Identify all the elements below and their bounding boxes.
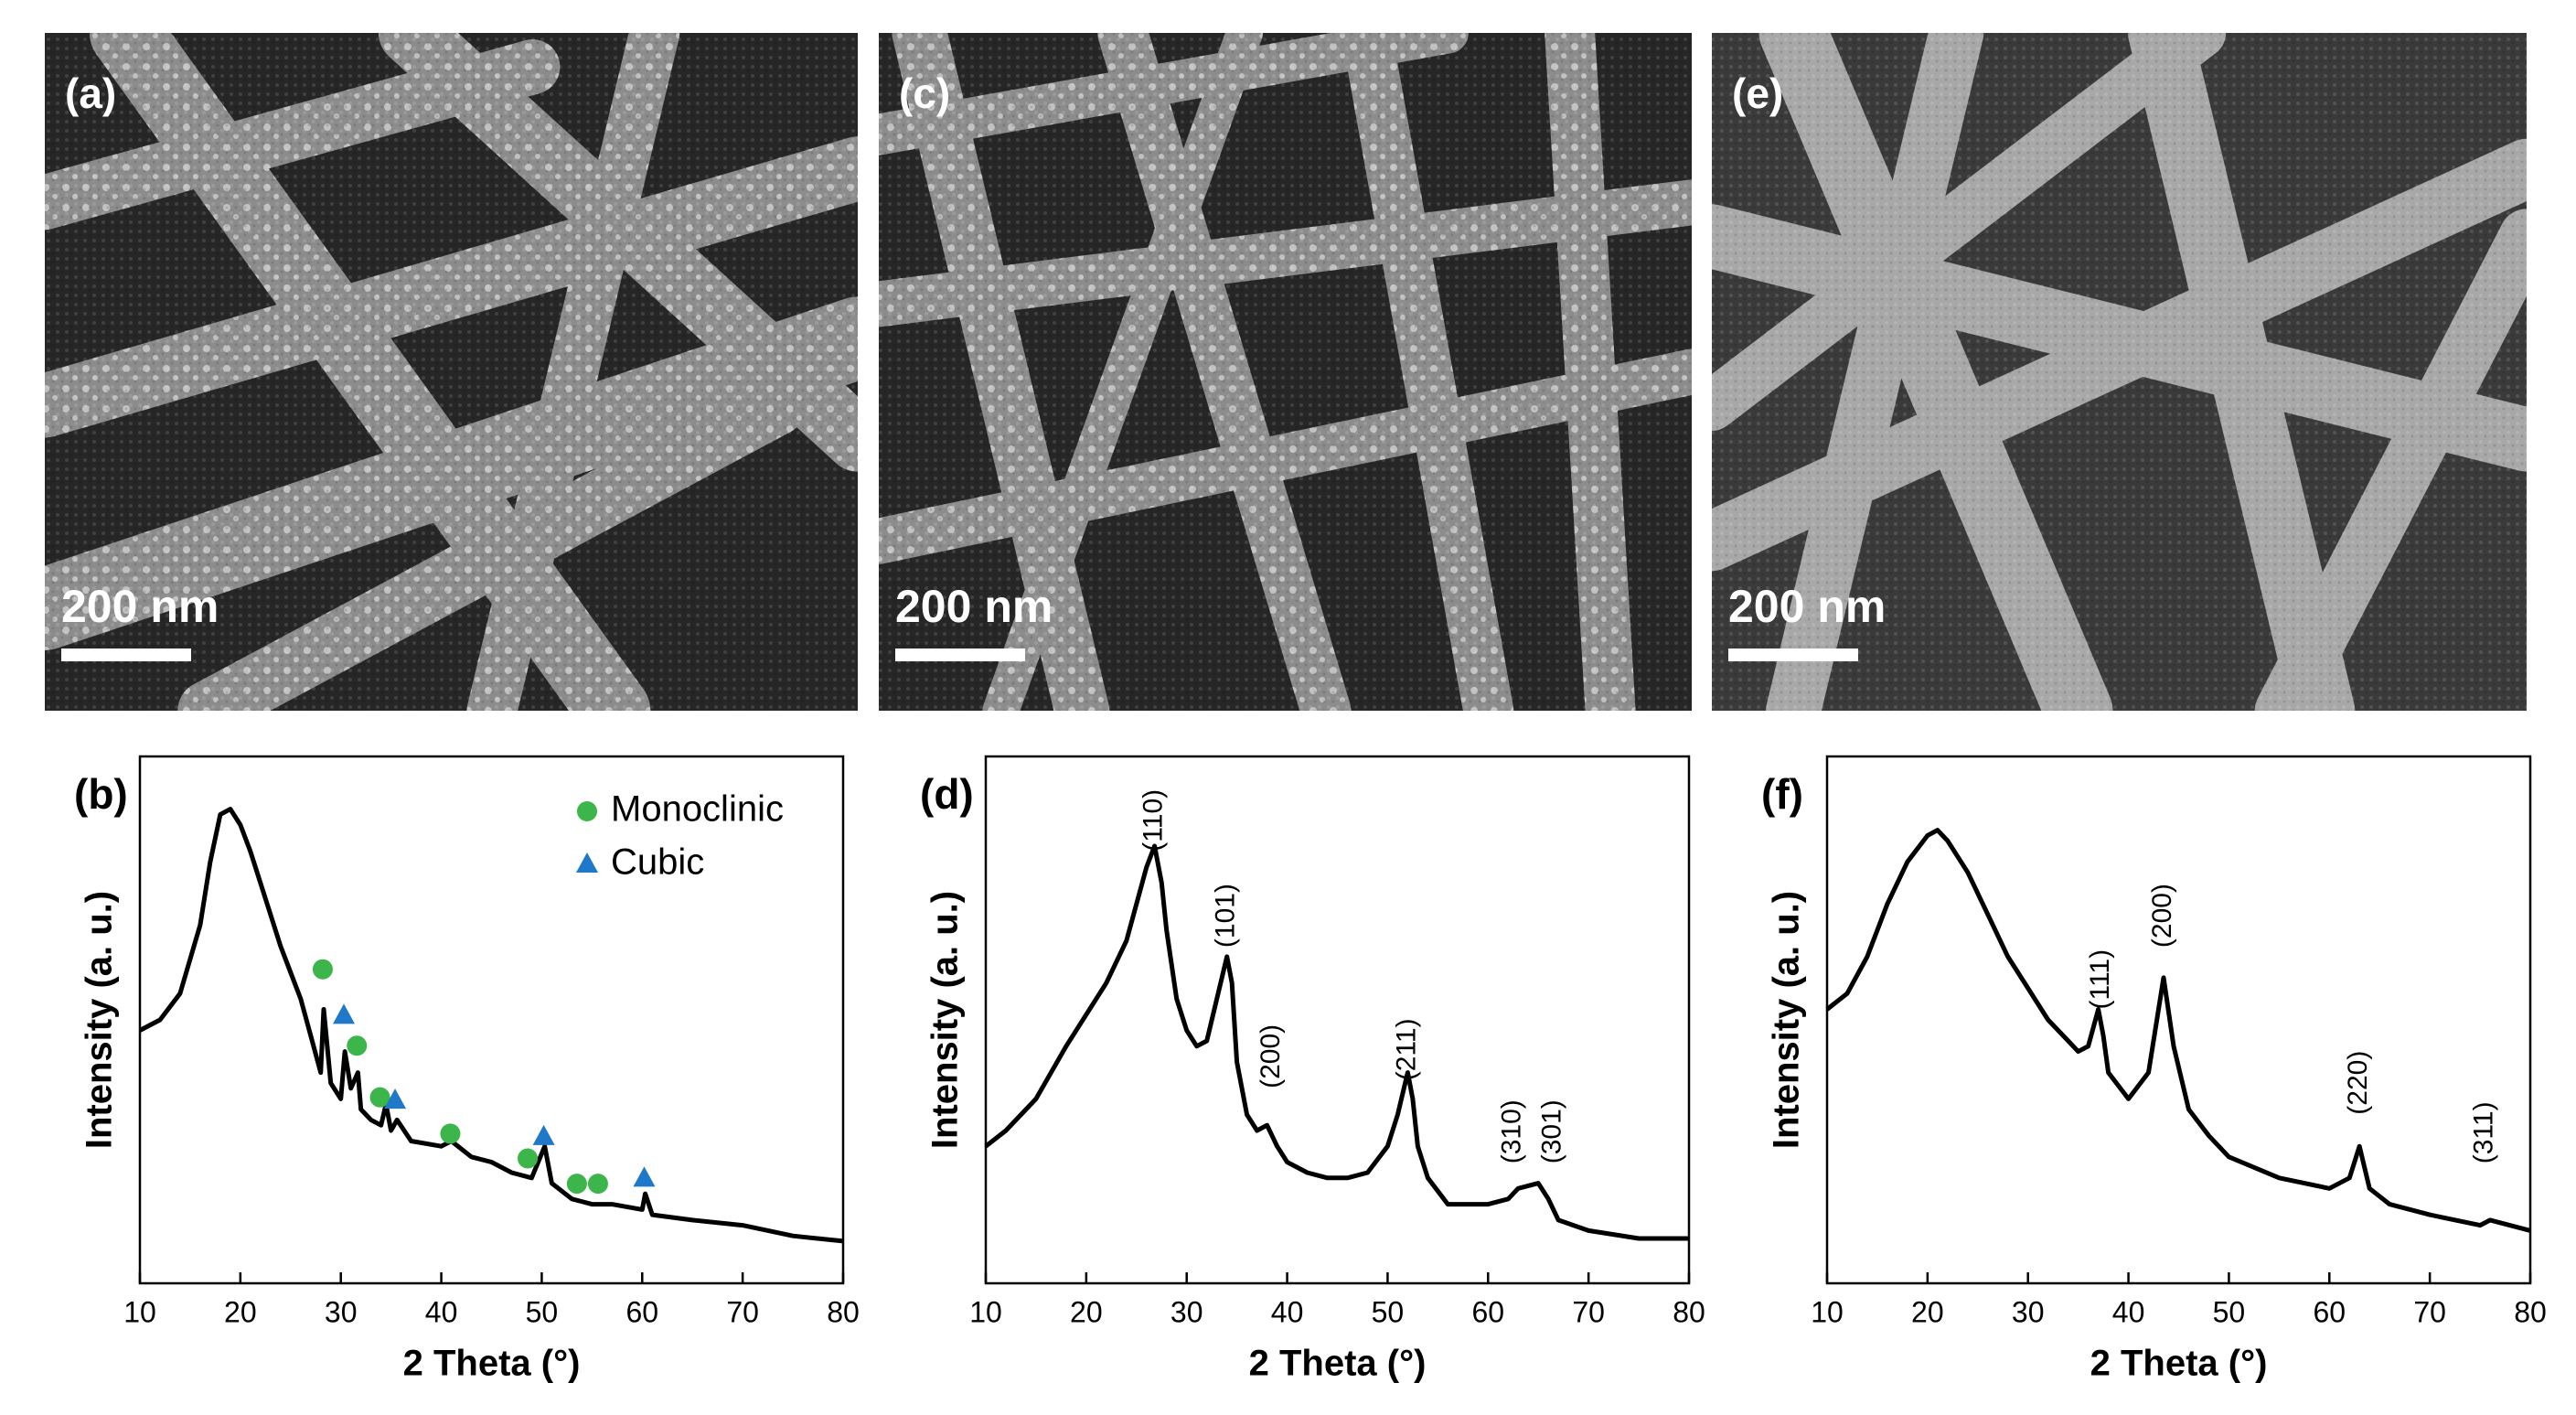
- legend-label: Cubic: [611, 842, 704, 883]
- peak-label: (200): [2147, 884, 2177, 948]
- panel-label: (e): [1732, 70, 1783, 117]
- grain: [879, 33, 1692, 711]
- scale-bar-label: 200 nm: [61, 581, 219, 632]
- monoclinic-marker: [518, 1148, 539, 1169]
- y-axis-label: Intensity (a. u.): [925, 891, 966, 1149]
- legend-marker: [576, 852, 598, 873]
- peak-label: (310): [1497, 1099, 1527, 1163]
- cubic-marker: [633, 1166, 656, 1187]
- peak-label: (200): [1256, 1024, 1286, 1088]
- sem-content: [1712, 33, 2527, 711]
- scale-bar-label: 200 nm: [895, 581, 1053, 632]
- scale-bar-label: 200 nm: [1728, 581, 1886, 632]
- panel-label: (a): [65, 70, 116, 117]
- scale-bar: [1728, 649, 1858, 661]
- x-tick-label: 60: [625, 1295, 658, 1328]
- monoclinic-marker: [369, 1087, 390, 1108]
- cubic-marker: [384, 1088, 407, 1109]
- x-tick-label: 50: [2213, 1295, 2246, 1328]
- peak-label: (101): [1211, 884, 1241, 948]
- x-tick-label: 40: [425, 1295, 458, 1328]
- x-tick-label: 30: [1170, 1295, 1203, 1328]
- x-tick-label: 50: [1372, 1295, 1405, 1328]
- x-tick-label: 20: [1911, 1295, 1944, 1328]
- cubic-marker: [333, 1003, 356, 1024]
- legend-label: Monoclinic: [611, 789, 784, 830]
- monoclinic-marker: [440, 1123, 461, 1144]
- plot-frame: [984, 755, 1691, 1285]
- peak-label: (301): [1537, 1099, 1567, 1163]
- xrd-line: [138, 807, 844, 1244]
- panel-label: (c): [899, 70, 950, 117]
- xrd-line: [984, 843, 1689, 1241]
- x-axis-label: 2 Theta (°): [1249, 1344, 1427, 1384]
- peak-label: (311): [2468, 1101, 2498, 1163]
- sem-content: [879, 33, 1692, 711]
- scale-bar: [61, 649, 191, 661]
- sem-image: (a) 200 nm: [45, 33, 858, 711]
- sem-content: [45, 33, 858, 711]
- x-tick-label: 70: [726, 1295, 759, 1328]
- plot-frame: [1825, 755, 2532, 1285]
- x-tick-label: 10: [969, 1295, 1002, 1328]
- x-tick-label: 70: [2413, 1295, 2446, 1328]
- monoclinic-marker: [347, 1035, 368, 1056]
- peak-label: (111): [2085, 949, 2115, 1010]
- xrd-line: [1825, 828, 2531, 1233]
- cubic-marker: [532, 1124, 555, 1145]
- sem-image: (e) 200 nm: [1712, 33, 2527, 711]
- x-tick-label: 20: [224, 1295, 257, 1328]
- x-tick-label: 30: [2012, 1295, 2045, 1328]
- plot-frame: [138, 755, 845, 1285]
- grain: [1712, 33, 2527, 711]
- x-axis-label: 2 Theta (°): [403, 1344, 581, 1384]
- y-axis-label: Intensity (a. u.): [80, 891, 120, 1149]
- x-axis-label: 2 Theta (°): [2090, 1344, 2268, 1384]
- x-tick-label: 10: [123, 1295, 156, 1328]
- x-tick-label: 80: [827, 1295, 860, 1328]
- monoclinic-marker: [587, 1174, 608, 1195]
- panel-label: (d): [920, 770, 974, 818]
- peak-label: (110): [1138, 789, 1168, 852]
- grain: [45, 33, 858, 711]
- monoclinic-marker: [312, 959, 333, 980]
- sem-image: (c) 200 nm: [879, 33, 1692, 711]
- y-axis-label: Intensity (a. u.): [1767, 891, 1807, 1149]
- x-tick-label: 10: [1811, 1295, 1844, 1328]
- x-tick-label: 50: [526, 1295, 559, 1328]
- x-tick-label: 80: [1673, 1295, 1705, 1328]
- x-tick-label: 80: [2514, 1295, 2547, 1328]
- x-tick-label: 60: [2313, 1295, 2346, 1328]
- panel-label: (b): [74, 770, 128, 818]
- legend-marker: [577, 801, 597, 821]
- x-tick-label: 70: [1572, 1295, 1605, 1328]
- x-tick-label: 40: [1271, 1295, 1304, 1328]
- monoclinic-marker: [566, 1174, 587, 1195]
- x-tick-label: 40: [2112, 1295, 2145, 1328]
- panel-label: (f): [1761, 770, 1803, 818]
- x-tick-label: 60: [1471, 1295, 1504, 1328]
- x-tick-label: 30: [325, 1295, 358, 1328]
- peak-label: (220): [2343, 1051, 2373, 1115]
- peak-label: (211): [1391, 1018, 1421, 1080]
- x-tick-label: 20: [1070, 1295, 1103, 1328]
- scale-bar: [895, 649, 1025, 661]
